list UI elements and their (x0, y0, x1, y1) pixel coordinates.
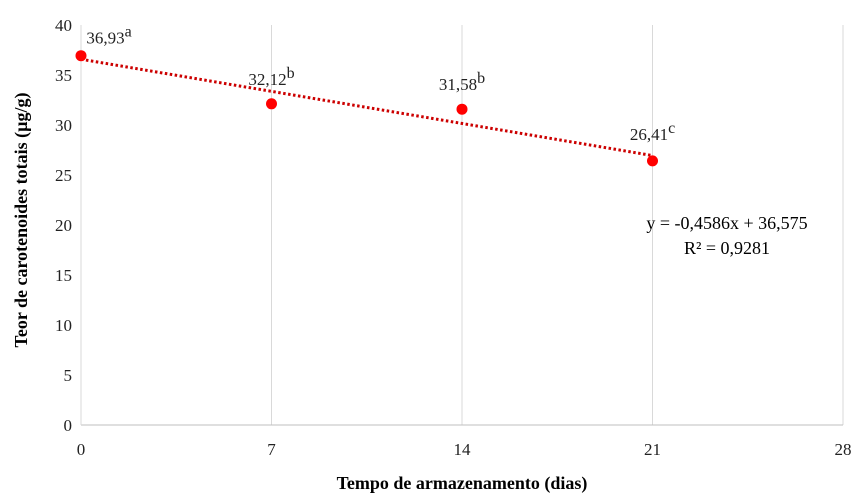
data-point-14 (456, 103, 468, 115)
axes (80, 25, 843, 426)
x-tick-labels: 0 7 14 21 28 (77, 440, 852, 459)
trendline-r-squared: R² = 0,9281 (684, 238, 770, 258)
x-tick-label-7: 7 (267, 440, 276, 459)
y-tick-label-25: 25 (55, 166, 72, 185)
data-label-letter: b (287, 65, 295, 82)
data-point-0 (75, 50, 87, 62)
x-tick-label-0: 0 (77, 440, 86, 459)
y-axis-title: Teor de carotenoides totais (µg/g) (11, 92, 32, 347)
y-tick-label-15: 15 (55, 266, 72, 285)
data-label-0: 36,93a (86, 24, 131, 48)
data-label-value: 36,93 (86, 29, 124, 48)
y-tick-labels: 0 5 10 15 20 25 30 35 40 (55, 16, 72, 435)
data-label-letter: c (668, 120, 675, 137)
data-label-7: 32,12b (248, 65, 294, 89)
y-tick-label-20: 20 (55, 216, 72, 235)
x-axis-title: Tempo de armazenamento (dias) (337, 473, 588, 494)
data-label-value: 31,58 (439, 75, 477, 94)
data-label-21: 26,41c (630, 120, 675, 144)
trendline-group (80, 57, 653, 158)
data-points (75, 50, 658, 167)
data-label-letter: a (125, 24, 132, 41)
data-label-value: 26,41 (630, 125, 668, 144)
x-gridlines (271, 25, 844, 425)
x-tick-label-21: 21 (644, 440, 661, 459)
trendline-equation: y = -0,4586x + 36,575 (646, 213, 807, 233)
data-label-value: 32,12 (248, 70, 286, 89)
y-tick-label-40: 40 (55, 16, 72, 35)
trendline (80, 57, 653, 158)
y-tick-label-0: 0 (64, 416, 73, 435)
x-tick-label-14: 14 (454, 440, 472, 459)
x-tick-label-28: 28 (835, 440, 852, 459)
y-tick-label-5: 5 (64, 366, 73, 385)
y-tick-label-35: 35 (55, 66, 72, 85)
data-point-7 (266, 98, 277, 110)
data-label-letter: b (477, 70, 485, 87)
y-tick-label-10: 10 (55, 316, 72, 335)
data-label-14: 31,58b (439, 70, 485, 94)
y-tick-label-30: 30 (55, 116, 72, 135)
data-point-21 (647, 155, 658, 167)
